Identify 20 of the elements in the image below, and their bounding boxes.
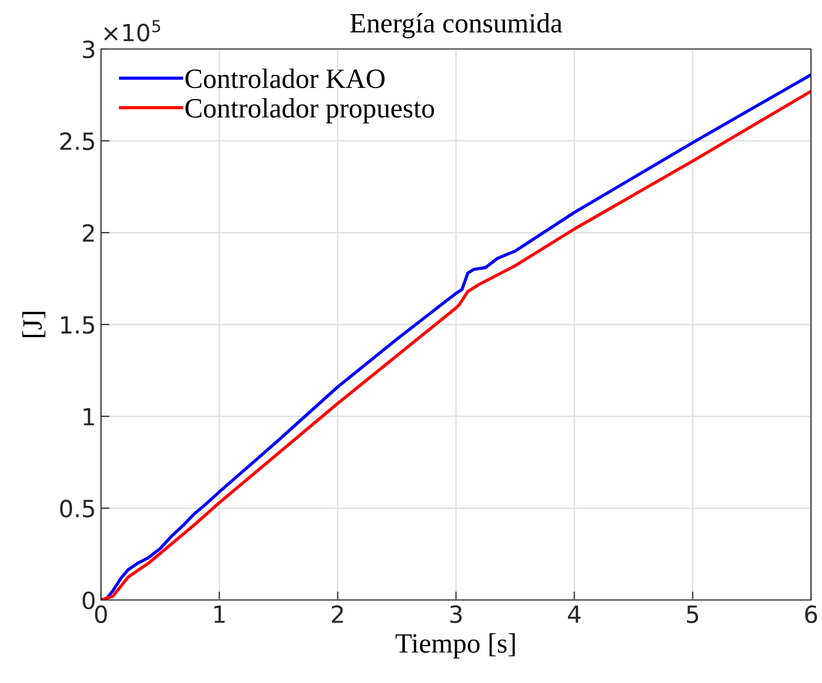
chart-title: Energía consumida bbox=[350, 13, 562, 38]
y-tick-label: 1 bbox=[84, 408, 94, 426]
x-tick-label: 1 bbox=[214, 606, 225, 623]
y-tick-label: 0 bbox=[82, 591, 95, 610]
y-tick-label: 1.5 bbox=[61, 316, 94, 334]
y-tick-label: 2 bbox=[82, 224, 94, 242]
y-tick-label: 0.5 bbox=[60, 500, 94, 518]
y-tick-label: 3 bbox=[82, 40, 94, 58]
x-tick-label: 3 bbox=[450, 605, 462, 624]
x-axis-title: Tiempo [s] bbox=[396, 633, 515, 658]
text: ×10$^{5}$ bbox=[104, 20, 160, 42]
x-tick-label: 0 bbox=[95, 605, 107, 624]
y-tick-label: 2.5 bbox=[60, 132, 94, 150]
x-tick-label: 5 bbox=[686, 606, 698, 624]
x-tick-label: 4 bbox=[568, 606, 581, 623]
y-axis-title: [J] bbox=[22, 312, 46, 338]
x-tick-label: 6 bbox=[805, 605, 818, 624]
legend-label: Controlador KAO bbox=[185, 68, 385, 88]
x-tick-label: 2 bbox=[332, 605, 343, 623]
legend-label: Controlador propuesto bbox=[185, 98, 434, 124]
